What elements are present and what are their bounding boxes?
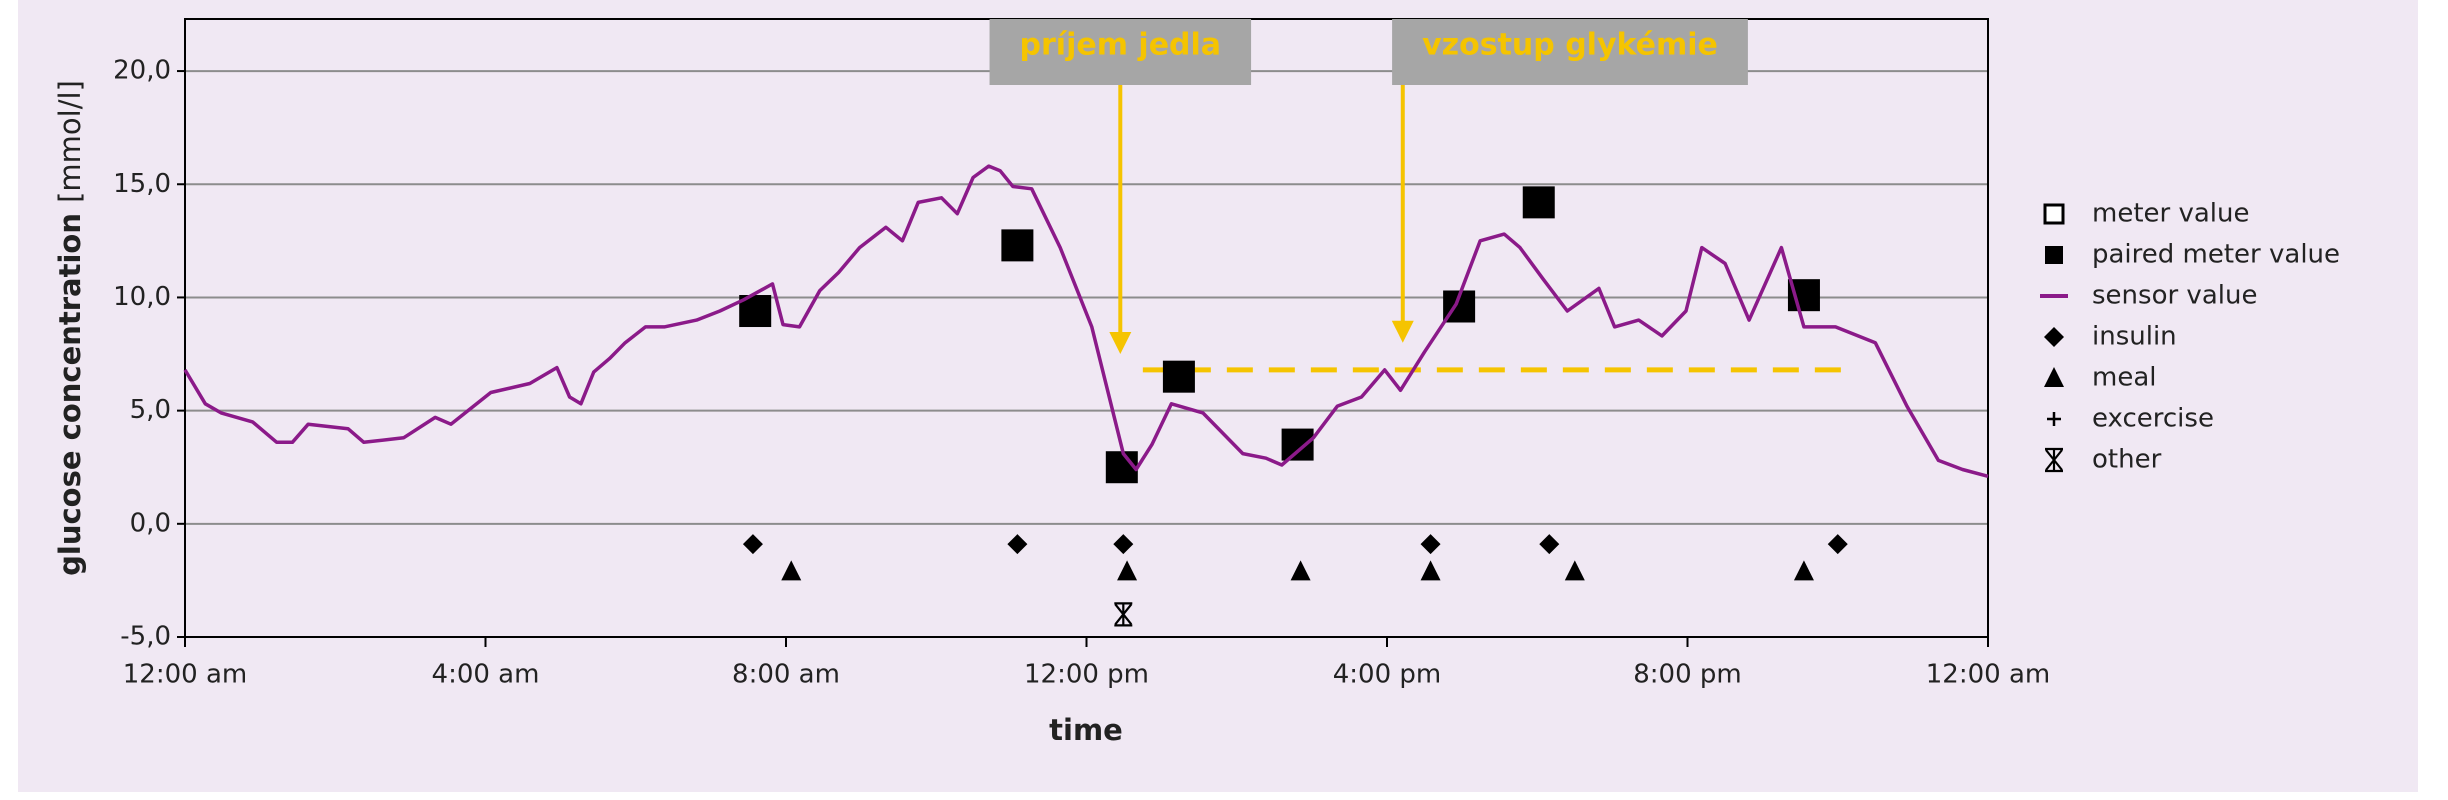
legend-swatch xyxy=(2047,412,2061,426)
insulin-marker xyxy=(2044,327,2064,347)
meal-marker xyxy=(781,560,802,581)
paired-meter-marker xyxy=(1522,186,1555,219)
meal-marker xyxy=(1793,560,1814,581)
y-axis-title: glucose concentration [mmol/l] xyxy=(53,80,87,576)
y-axis-label: glucose concentration xyxy=(53,213,87,576)
x-tick-label: 12:00 am xyxy=(1926,660,2050,690)
x-tick-label: 12:00 am xyxy=(123,660,247,690)
insulin-marker xyxy=(742,534,763,555)
meter-marker xyxy=(2043,203,2065,225)
y-tick-label: 5,0 xyxy=(130,395,171,425)
x-tick-label: 4:00 pm xyxy=(1333,660,1441,690)
insulin-marker xyxy=(1113,534,1134,555)
legend-swatch xyxy=(2045,447,2063,473)
annotation-text: vzostup glykémie xyxy=(1422,28,1718,63)
annotation-box xyxy=(1392,19,1748,85)
meal-marker xyxy=(1564,560,1585,581)
paired-meter-marker xyxy=(2045,246,2063,264)
legend-label: insulin xyxy=(2092,322,2177,352)
meal-marker xyxy=(1117,560,1138,581)
x-tick-label: 4:00 am xyxy=(432,660,540,690)
sensor-line xyxy=(183,164,1989,478)
insulin-marker xyxy=(1007,534,1028,555)
y-tick-label: 10,0 xyxy=(113,282,171,312)
x-tick-label: 8:00 pm xyxy=(1633,660,1741,690)
paired-meter-marker xyxy=(1001,229,1034,262)
x-axis-title: time xyxy=(1049,713,1123,747)
y-tick-label: -5,0 xyxy=(120,622,171,652)
y-axis-unit: [mmol/l] xyxy=(53,80,87,203)
legend-label: paired meter value xyxy=(2092,240,2340,270)
legend-label: meal xyxy=(2092,363,2156,393)
x-tick-label: 12:00 pm xyxy=(1024,660,1149,690)
legend-label: sensor value xyxy=(2092,281,2257,311)
legend-swatch xyxy=(2043,203,2065,225)
annotation-arrowhead xyxy=(1109,332,1132,355)
legend-label: excercise xyxy=(2092,404,2214,434)
insulin-marker xyxy=(1539,534,1560,555)
y-tick-label: 20,0 xyxy=(113,56,171,86)
paired-meter-marker xyxy=(1281,428,1314,461)
meal-marker xyxy=(2044,367,2064,387)
insulin-marker xyxy=(1420,534,1441,555)
paired-meter-marker xyxy=(1162,360,1195,393)
annotation-arrowhead xyxy=(1391,320,1414,343)
excercise-marker xyxy=(2047,412,2061,426)
panel-background xyxy=(18,0,2418,792)
legend-label: meter value xyxy=(2092,199,2250,229)
meal-marker xyxy=(1290,560,1311,581)
y-tick-label: 0,0 xyxy=(130,508,171,538)
legend-swatch xyxy=(2044,367,2064,387)
x-tick-label: 8:00 am xyxy=(732,660,840,690)
legend-swatch xyxy=(2044,327,2064,347)
annotation-box xyxy=(989,19,1252,85)
insulin-marker xyxy=(1827,534,1848,555)
legend-swatch xyxy=(2045,246,2063,264)
meal-marker xyxy=(1420,560,1441,581)
legend-label: other xyxy=(2092,445,2162,475)
other-marker xyxy=(1114,602,1133,627)
y-tick-label: 15,0 xyxy=(113,169,171,199)
other-marker xyxy=(2045,447,2063,473)
annotation-text: príjem jedla xyxy=(1020,28,1222,63)
